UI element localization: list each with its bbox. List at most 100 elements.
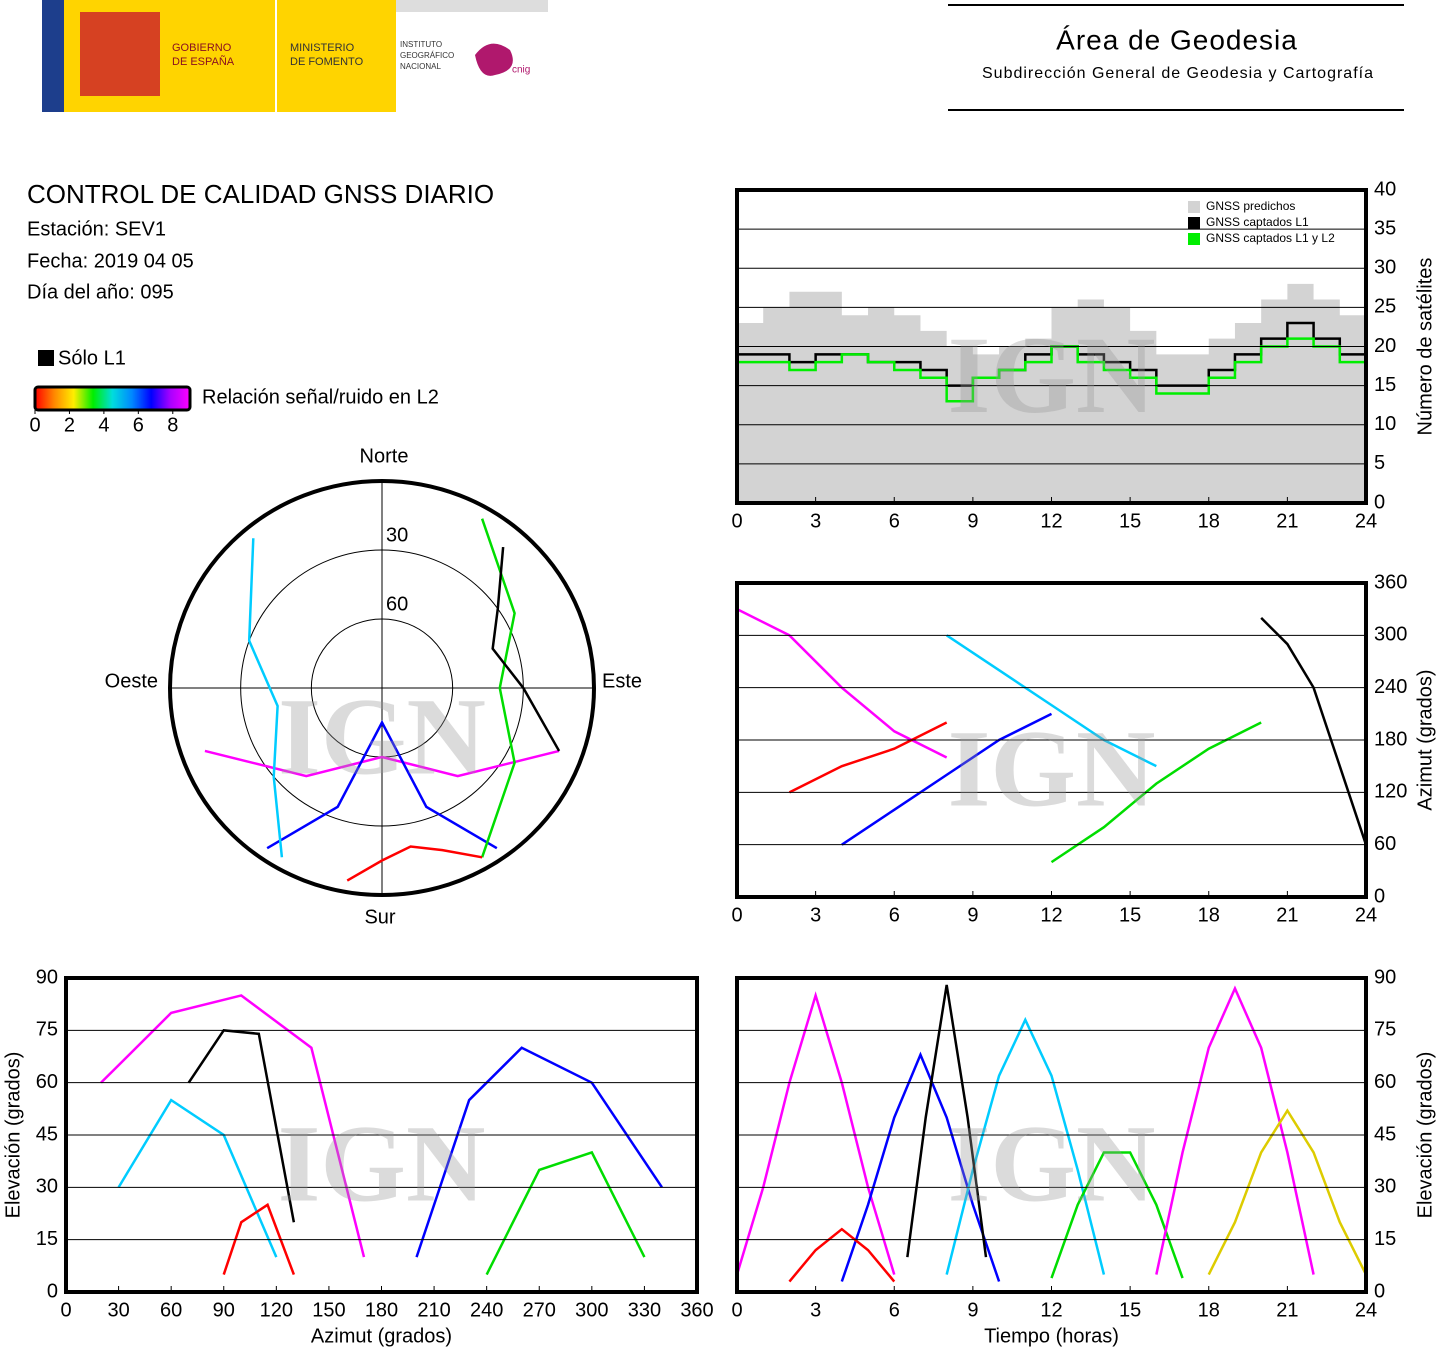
eu-strip bbox=[42, 0, 64, 112]
legend-swatch bbox=[1188, 201, 1200, 213]
direction-label: Sur bbox=[364, 906, 395, 928]
y-tick-label: 35 bbox=[1374, 217, 1396, 239]
y-tick-label: 45 bbox=[1374, 1123, 1396, 1145]
y-tick-label: 90 bbox=[36, 966, 58, 988]
colorbar bbox=[33, 385, 192, 412]
plot-frame bbox=[64, 976, 699, 1294]
track bbox=[1155, 985, 1315, 1275]
y-tick-label: 60 bbox=[1374, 833, 1396, 855]
x-tick-label: 0 bbox=[731, 904, 742, 926]
track bbox=[840, 1051, 1001, 1282]
y-tick-label: 0 bbox=[1374, 885, 1385, 907]
track bbox=[1207, 1108, 1368, 1276]
x-tick-label: 9 bbox=[967, 510, 978, 532]
legend-swatch bbox=[1188, 233, 1200, 245]
day-of-year: Día del año: 095 bbox=[27, 281, 174, 303]
x-tick-label: 210 bbox=[417, 1299, 450, 1321]
x-tick-label: 12 bbox=[1040, 1299, 1062, 1321]
report-title: CONTROL DE CALIDAD GNSS DIARIO bbox=[27, 179, 494, 209]
x-tick-label: 24 bbox=[1355, 904, 1377, 926]
logo-text: MINISTERIO bbox=[290, 42, 355, 54]
logo-text: DE ESPAÑA bbox=[172, 55, 235, 68]
y-tick-label: 30 bbox=[36, 1176, 58, 1198]
y-tick-label: 20 bbox=[1374, 335, 1396, 357]
ring-label: 60 bbox=[386, 593, 408, 615]
track bbox=[187, 1029, 296, 1223]
x-tick-label: 300 bbox=[575, 1299, 608, 1321]
sky-track bbox=[204, 749, 560, 778]
x-tick-label: 3 bbox=[810, 904, 821, 926]
logo-text: GEOGRÁFICO bbox=[400, 51, 454, 60]
sky-track bbox=[480, 518, 516, 858]
x-tick-label: 60 bbox=[160, 1299, 182, 1321]
logo-text: NACIONAL bbox=[400, 62, 441, 71]
x-tick-label: 9 bbox=[967, 1299, 978, 1321]
sky-track bbox=[491, 546, 561, 752]
y-tick-label: 25 bbox=[1374, 296, 1396, 318]
legend-label: GNSS captados L1 bbox=[1206, 215, 1309, 229]
x-tick-label: 270 bbox=[523, 1299, 556, 1321]
y-tick-label: 60 bbox=[1374, 1071, 1396, 1093]
track bbox=[906, 984, 988, 1258]
x-tick-label: 21 bbox=[1276, 510, 1298, 532]
colorbar-tick-label: 6 bbox=[133, 414, 144, 436]
x-tick-label: 3 bbox=[810, 1299, 821, 1321]
x-tick-label: 9 bbox=[967, 904, 978, 926]
direction-label: Norte bbox=[360, 445, 409, 467]
ring-label: 30 bbox=[386, 524, 408, 546]
plot-frame bbox=[735, 976, 1368, 1294]
y-axis-label: Número de satélites bbox=[1414, 258, 1436, 436]
track bbox=[788, 721, 948, 794]
area bbox=[737, 283, 1366, 503]
track bbox=[485, 1150, 646, 1276]
colorbar-tick-label: 4 bbox=[98, 414, 109, 436]
y-tick-label: 0 bbox=[1374, 491, 1385, 513]
x-tick-label: 360 bbox=[680, 1299, 713, 1321]
direction-label: Oeste bbox=[105, 670, 158, 692]
x-tick-label: 0 bbox=[731, 1299, 742, 1321]
y-axis-label: Elevación (grados) bbox=[1414, 1052, 1436, 1219]
y-tick-label: 300 bbox=[1374, 624, 1407, 646]
x-tick-label: 6 bbox=[889, 510, 900, 532]
colorbar-tick-label: 0 bbox=[29, 414, 40, 436]
x-tick-label: 90 bbox=[213, 1299, 235, 1321]
x-tick-label: 240 bbox=[470, 1299, 503, 1321]
sky-track bbox=[346, 845, 483, 882]
sky-track bbox=[247, 538, 284, 858]
l1-legend-label: Sólo L1 bbox=[58, 347, 126, 369]
x-tick-label: 0 bbox=[731, 510, 742, 532]
x-tick-label: 21 bbox=[1276, 1299, 1298, 1321]
x-tick-label: 21 bbox=[1276, 904, 1298, 926]
watermark: IGN bbox=[948, 1102, 1156, 1224]
watermark: IGN bbox=[278, 1102, 486, 1224]
x-tick-label: 18 bbox=[1198, 510, 1220, 532]
track bbox=[415, 1046, 663, 1258]
legend-swatch bbox=[1188, 217, 1200, 229]
x-tick-label: 120 bbox=[260, 1299, 293, 1321]
station: Estación: SEV1 bbox=[27, 218, 166, 240]
x-tick-label: 6 bbox=[889, 904, 900, 926]
area-title: Área de Geodesia bbox=[1056, 24, 1298, 55]
y-tick-label: 75 bbox=[1374, 1019, 1396, 1041]
logo-text: cnig bbox=[512, 65, 530, 76]
x-tick-label: 0 bbox=[60, 1299, 71, 1321]
y-tick-label: 15 bbox=[1374, 1228, 1396, 1250]
x-tick-label: 15 bbox=[1119, 510, 1141, 532]
y-tick-label: 15 bbox=[36, 1228, 58, 1250]
plot-frame bbox=[735, 188, 1368, 505]
plot-frame bbox=[735, 581, 1368, 899]
x-tick-label: 18 bbox=[1198, 904, 1220, 926]
logo-text: DE FOMENTO bbox=[290, 56, 364, 68]
track bbox=[117, 1098, 278, 1258]
l1-legend-swatch bbox=[38, 350, 54, 366]
series-group bbox=[100, 994, 663, 1276]
watermark: IGN bbox=[948, 707, 1156, 829]
y-tick-label: 10 bbox=[1374, 413, 1396, 435]
y-tick-label: 30 bbox=[1374, 1176, 1396, 1198]
track bbox=[945, 634, 1157, 768]
colorbar-tick-label: 8 bbox=[167, 414, 178, 436]
x-tick-label: 330 bbox=[628, 1299, 661, 1321]
coat-of-arms bbox=[80, 12, 160, 96]
